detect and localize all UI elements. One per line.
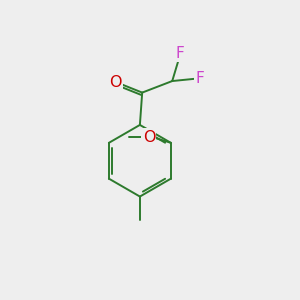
Text: O: O (110, 75, 122, 90)
Text: F: F (176, 46, 185, 61)
Text: F: F (195, 71, 204, 86)
Text: O: O (143, 130, 155, 145)
